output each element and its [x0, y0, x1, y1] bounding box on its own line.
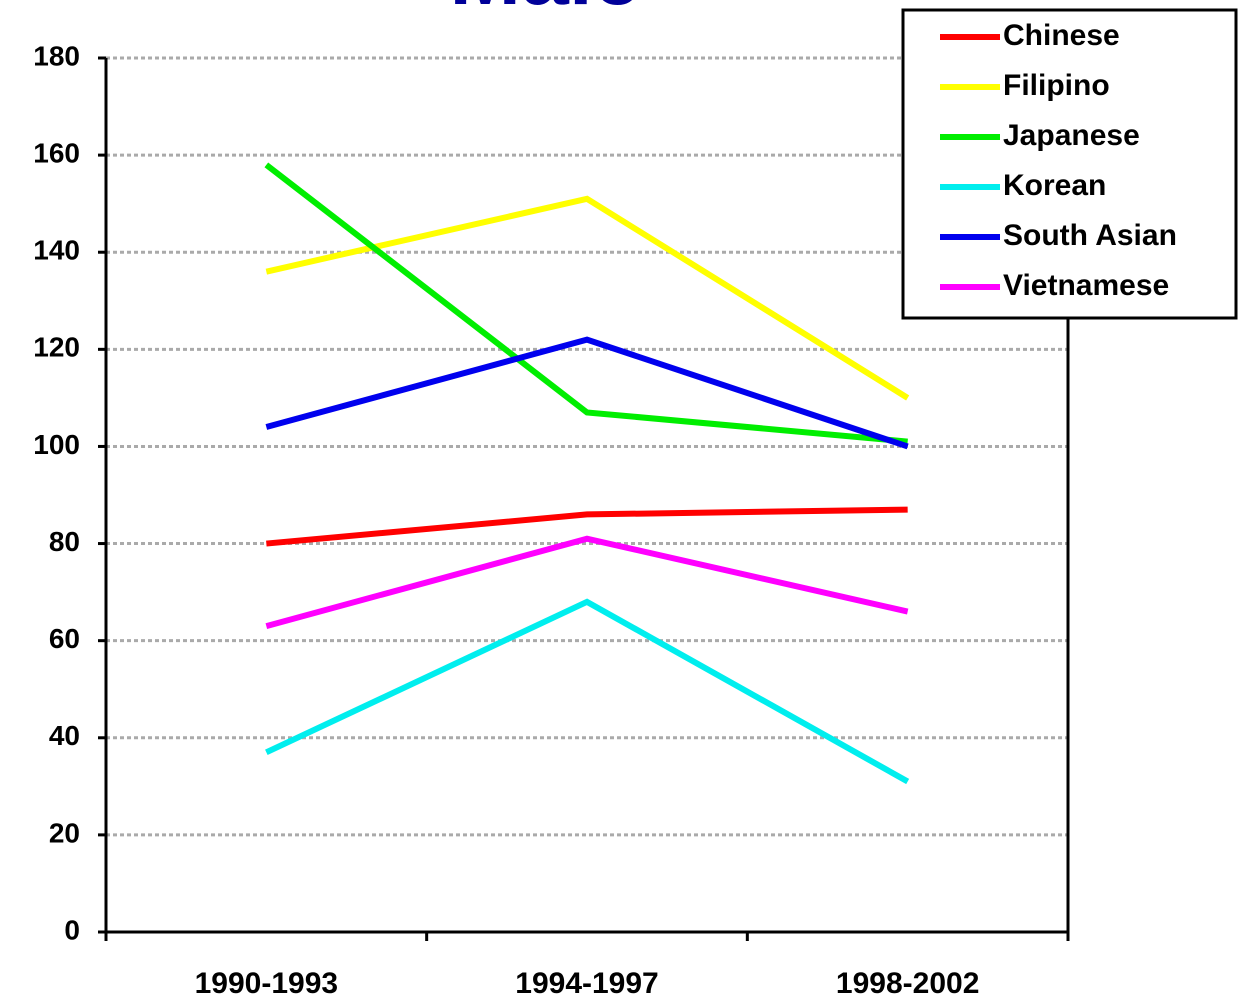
series-line [266, 506, 908, 547]
y-tick-label: 40 [49, 720, 80, 751]
series-line [264, 162, 908, 445]
y-tick-label: 160 [33, 138, 80, 169]
legend-box [901, 8, 1238, 320]
y-tick-label: 60 [49, 623, 80, 654]
y-tick-label: 80 [49, 526, 80, 557]
legend-label: South Asian [1003, 219, 1177, 252]
series-line [265, 336, 909, 450]
legend-label: Korean [1003, 169, 1106, 202]
chart-title: Male [449, 0, 640, 23]
y-tick-label: 20 [49, 817, 80, 848]
series-line [265, 535, 909, 629]
y-tick-label: 0 [64, 914, 80, 945]
y-tick-label: 140 [33, 235, 80, 266]
y-tick-label: 180 [33, 40, 80, 71]
series-line [265, 598, 910, 785]
y-tick-label: 100 [33, 429, 80, 460]
y-tick-label: 120 [33, 332, 80, 363]
legend-label: Chinese [1003, 19, 1120, 52]
x-tick-label: 1998-2002 [836, 967, 979, 1000]
x-tick-label: 1994-1997 [515, 967, 658, 1000]
legend-label: Vietnamese [1003, 269, 1169, 302]
series-line [265, 195, 910, 401]
x-tick-label: 1990-1993 [195, 967, 338, 1000]
legend-label: Filipino [1003, 69, 1110, 102]
legend-label: Japanese [1003, 119, 1140, 152]
